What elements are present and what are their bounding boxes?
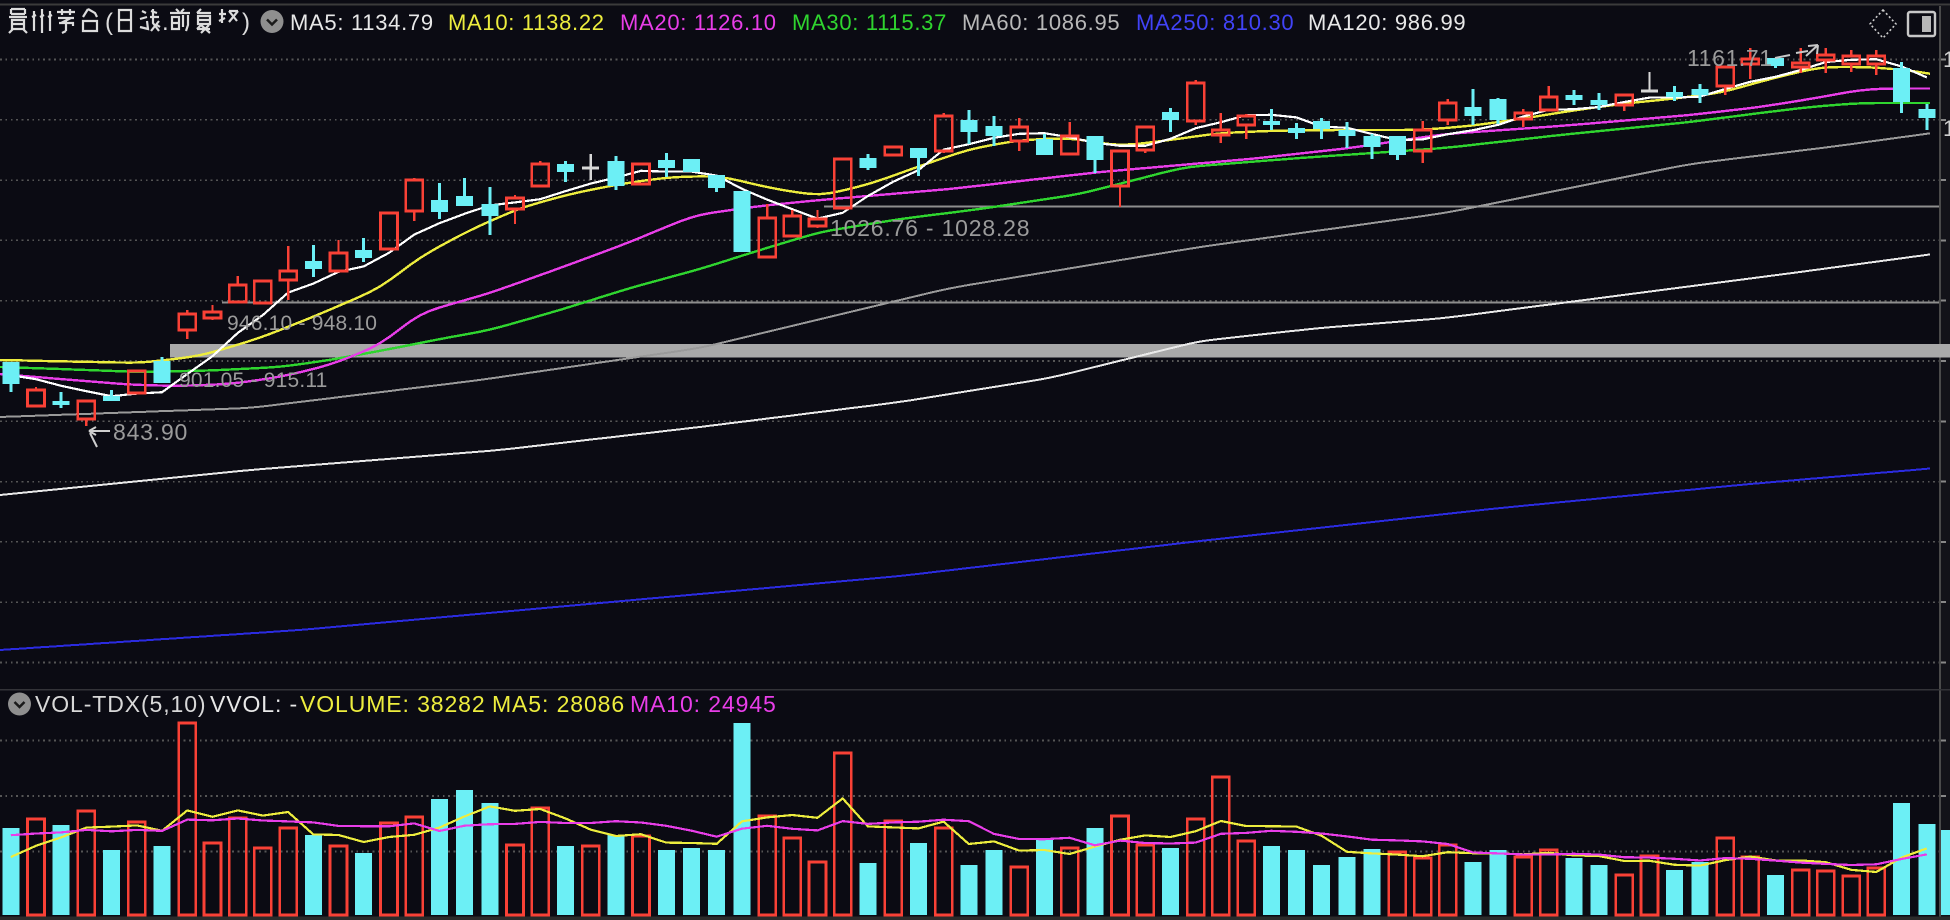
svg-text:MA60: 1086.95: MA60: 1086.95 <box>962 10 1120 35</box>
svg-text:MA120: 986.99: MA120: 986.99 <box>1308 10 1466 35</box>
svg-text:VVOL: -: VVOL: - <box>210 691 298 717</box>
svg-text:MA250: 810.30: MA250: 810.30 <box>1136 10 1294 35</box>
svg-text:(: ( <box>105 9 113 36</box>
svg-text:1161.71: 1161.71 <box>1687 45 1773 71</box>
svg-text:MA10: 1138.22: MA10: 1138.22 <box>448 10 605 35</box>
svg-text:MA5: 28086: MA5: 28086 <box>492 691 625 717</box>
svg-text:VOL-TDX(5,10): VOL-TDX(5,10) <box>35 691 206 717</box>
svg-text:901.05 - 915.11: 901.05 - 915.11 <box>179 369 328 392</box>
svg-text:.: . <box>162 9 169 36</box>
svg-text:1: 1 <box>1943 47 1950 72</box>
svg-text:1026.76 - 1028.28: 1026.76 - 1028.28 <box>830 215 1030 241</box>
svg-text:MA20: 1126.10: MA20: 1126.10 <box>620 10 777 35</box>
svg-text:MA30: 1115.37: MA30: 1115.37 <box>792 10 947 35</box>
svg-text:1: 1 <box>1943 116 1950 141</box>
svg-text:843.90: 843.90 <box>113 419 188 445</box>
svg-text:): ) <box>242 9 250 36</box>
svg-text:MA5: 1134.79: MA5: 1134.79 <box>290 10 434 35</box>
svg-text:MA10: 24945: MA10: 24945 <box>630 691 777 717</box>
svg-text:VOLUME: 38282: VOLUME: 38282 <box>300 691 486 717</box>
svg-text:946.10 - 948.10: 946.10 - 948.10 <box>227 312 377 335</box>
